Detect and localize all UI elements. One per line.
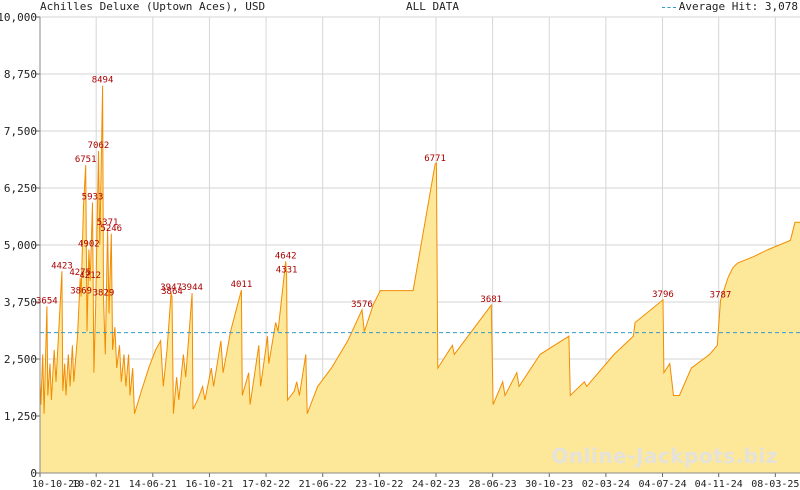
legend-label: Average Hit: 3,078 bbox=[678, 0, 798, 13]
legend-dash-icon bbox=[661, 6, 676, 8]
data-label: 3944 bbox=[181, 283, 203, 293]
data-label: 3654 bbox=[36, 296, 58, 306]
x-tick-label: 28-06-23 bbox=[469, 479, 517, 490]
chart-title: Achilles Deluxe (Uptown Aces), USD bbox=[40, 0, 266, 13]
data-label: 5246 bbox=[100, 224, 122, 234]
axes: 0 1,250 2,500 3,750 5,000 6,250 7,500 8,750 10,0… bbox=[0, 11, 800, 490]
data-label: 5371 bbox=[97, 218, 119, 228]
data-label: 8494 bbox=[92, 76, 114, 86]
y-tick-label: 3,750 bbox=[4, 296, 37, 309]
data-label: 5933 bbox=[82, 192, 104, 202]
data-label: 4011 bbox=[231, 280, 253, 290]
x-tick-label: 21-06-22 bbox=[299, 479, 347, 490]
x-tick-label: 10-10-20 bbox=[32, 479, 80, 490]
data-label: 3864 bbox=[161, 287, 183, 297]
chart-subtitle: ALL DATA bbox=[406, 0, 459, 13]
x-tick-label: 23-10-22 bbox=[355, 479, 403, 490]
x-tick-label: 14-06-21 bbox=[129, 479, 177, 490]
y-tick-label: 0 bbox=[30, 467, 37, 480]
plot-area bbox=[39, 85, 800, 473]
data-label: 4331 bbox=[276, 266, 298, 276]
data-label: 4275 bbox=[69, 268, 91, 278]
legend: Average Hit: 3,078 bbox=[661, 0, 798, 13]
data-label: 3947 bbox=[160, 283, 182, 293]
y-tick-label: 6,250 bbox=[4, 182, 37, 195]
series-line bbox=[39, 85, 800, 414]
x-tick-label: 30-10-23 bbox=[525, 479, 573, 490]
x-tick-label: 10-02-21 bbox=[72, 479, 120, 490]
data-label: 4902 bbox=[78, 239, 100, 249]
data-label: 3829 bbox=[93, 288, 115, 298]
y-tick-label: 7,500 bbox=[4, 125, 37, 138]
data-label: 3576 bbox=[351, 300, 373, 310]
y-tick-label: 2,500 bbox=[4, 353, 37, 366]
watermark: Online-Jackpots.biz bbox=[551, 444, 778, 468]
series-area bbox=[40, 85, 800, 473]
data-label: 7062 bbox=[88, 141, 110, 151]
x-tick-label: 24-02-23 bbox=[412, 479, 460, 490]
y-tick-label: 1,250 bbox=[4, 410, 37, 423]
data-label: 4423 bbox=[51, 261, 73, 271]
x-tick-label: 17-02-22 bbox=[242, 479, 290, 490]
data-label: 3796 bbox=[652, 290, 674, 300]
x-tick-label: 02-03-24 bbox=[582, 479, 630, 490]
data-label: 3681 bbox=[480, 295, 502, 305]
x-tick-label: 08-03-25 bbox=[751, 479, 799, 490]
x-tick-label: 04-07-24 bbox=[638, 479, 686, 490]
data-label: 4212 bbox=[79, 271, 101, 281]
data-label: 3787 bbox=[710, 290, 732, 300]
data-label: 6751 bbox=[75, 155, 97, 165]
data-label: 4642 bbox=[275, 251, 297, 261]
y-tick-label: 8,750 bbox=[4, 68, 37, 81]
y-tick-label: 5,000 bbox=[4, 239, 37, 252]
data-label: 6771 bbox=[424, 154, 446, 164]
data-label: 3869 bbox=[70, 287, 92, 297]
x-tick-label: 16-10-21 bbox=[185, 479, 233, 490]
x-tick-label: 04-11-24 bbox=[695, 479, 743, 490]
y-tick-label: 10,000 bbox=[0, 11, 37, 24]
